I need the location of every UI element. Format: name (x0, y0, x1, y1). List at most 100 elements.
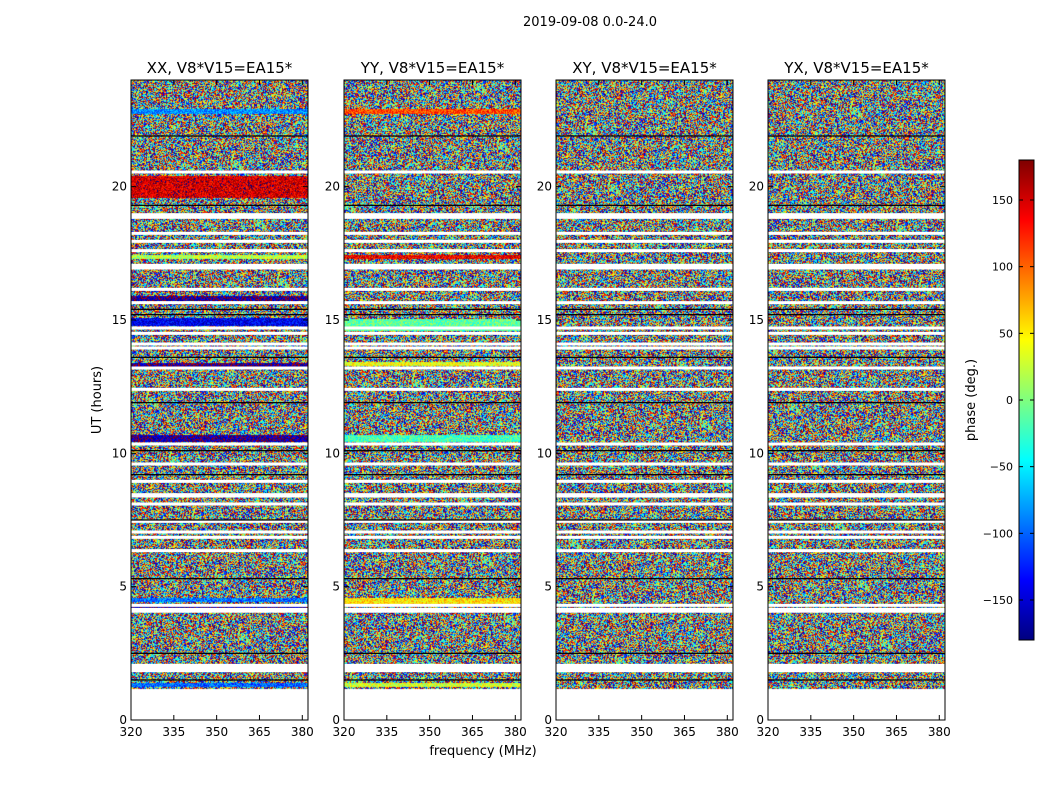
x-tick-label: 365 (248, 725, 271, 739)
flagged-row (556, 666, 733, 670)
flagged-row (556, 669, 733, 673)
colorbar-tick-label: 0 (1006, 394, 1013, 407)
x-axis-label: frequency (MHz) (429, 744, 536, 759)
flagged-row (344, 231, 521, 235)
flagged-row (344, 519, 521, 523)
flagged-row (131, 342, 308, 346)
gap-line (768, 474, 945, 476)
flagged-row (131, 669, 308, 673)
flagged-row (556, 213, 733, 217)
x-tick-label: 320 (757, 725, 780, 739)
y-tick-label: 15 (325, 313, 340, 327)
y-tick-label: 0 (544, 713, 552, 727)
flagged-row (344, 502, 521, 506)
flagged-row (131, 549, 308, 553)
flagged-row (768, 213, 945, 217)
flagged-row (344, 342, 521, 346)
flagged-row (131, 493, 308, 497)
flagged-row (344, 239, 521, 243)
flagged-row (131, 263, 308, 267)
panel-frame (767, 79, 946, 721)
x-tick-label: 350 (205, 725, 228, 739)
flagged-row (556, 549, 733, 553)
flagged-row (556, 215, 733, 219)
flagged-row (131, 387, 308, 391)
colorbar-tick-label: −150 (983, 594, 1013, 607)
heatmap-panel-1: XX, V8*V15=EA15* 320 335 350 365 380 0 5 10 15 20 (112, 59, 314, 739)
gap-line (768, 135, 945, 137)
x-tick-label: 365 (461, 725, 484, 739)
flagged-row (768, 326, 945, 330)
flagged-row (131, 535, 308, 539)
x-tick-label: 380 (291, 725, 314, 739)
y-tick-label: 10 (112, 446, 127, 460)
colorbar-tick-label: 50 (999, 327, 1013, 340)
heatmap-raster (556, 80, 733, 720)
flagged-row (768, 346, 945, 350)
flagged-row (556, 249, 733, 253)
flagged-row (131, 462, 308, 466)
x-tick-label: 335 (162, 725, 185, 739)
flagged-row (131, 346, 308, 350)
flagged-row (131, 249, 308, 253)
flagged-row (768, 331, 945, 335)
gap-line (131, 314, 308, 316)
y-tick-label: 20 (749, 180, 764, 194)
flagged-row (556, 609, 733, 613)
y-tick-label: 5 (332, 580, 340, 594)
gap-line (131, 578, 308, 580)
flagged-row (131, 301, 308, 305)
gap-line (768, 652, 945, 654)
gap-line (556, 308, 733, 310)
flagged-row (768, 462, 945, 466)
flagged-row (768, 549, 945, 553)
x-tick-label: 350 (630, 725, 653, 739)
flagged-row (768, 301, 945, 305)
y-tick-label: 5 (544, 580, 552, 594)
heatmap-panel-2: YY, V8*V15=EA15* 320 335 350 365 380 0 5 10 15 20 (325, 59, 527, 739)
flagged-row (344, 530, 521, 534)
y-tick-label: 15 (749, 313, 764, 327)
panel-frame (343, 79, 522, 721)
flagged-row (131, 326, 308, 330)
flagged-row (556, 346, 733, 350)
flagged-row (131, 170, 308, 174)
gap-line (344, 450, 521, 452)
gap-line (131, 308, 308, 310)
x-tick-label: 380 (928, 725, 951, 739)
flagged-row (344, 493, 521, 497)
flagged-row (344, 263, 521, 267)
flagged-row (768, 663, 945, 667)
gap-line (344, 519, 521, 521)
gap-line (768, 519, 945, 521)
flagged-row (768, 530, 945, 534)
x-tick-label: 365 (673, 725, 696, 739)
gap-line (556, 474, 733, 476)
y-tick-label: 0 (756, 713, 764, 727)
heatmap-raster (768, 80, 945, 720)
x-tick-label: 380 (504, 725, 527, 739)
flagged-row (768, 266, 945, 270)
panel-title: YX, V8*V15=EA15* (783, 59, 929, 77)
panel-title: XY, V8*V15=EA15* (572, 59, 717, 77)
flagged-row (768, 535, 945, 539)
flagged-row (344, 442, 521, 446)
y-tick-label: 5 (756, 580, 764, 594)
flagged-row (556, 479, 733, 483)
gap-line (344, 356, 521, 358)
flagged-row (556, 287, 733, 291)
x-tick-label: 350 (418, 725, 441, 739)
gap-line (344, 308, 521, 310)
gap-line (556, 356, 733, 358)
flagged-row (344, 326, 521, 330)
gap-line (131, 519, 308, 521)
gap-line (556, 402, 733, 404)
flagged-row (131, 287, 308, 291)
flagged-row (344, 549, 521, 553)
gap-line (556, 204, 733, 206)
gap-line (768, 450, 945, 452)
gap-line (768, 679, 945, 681)
figure-suptitle: 2019-09-08 0.0-24.0 (523, 15, 657, 30)
flagged-row (344, 287, 521, 291)
flagged-row (768, 479, 945, 483)
